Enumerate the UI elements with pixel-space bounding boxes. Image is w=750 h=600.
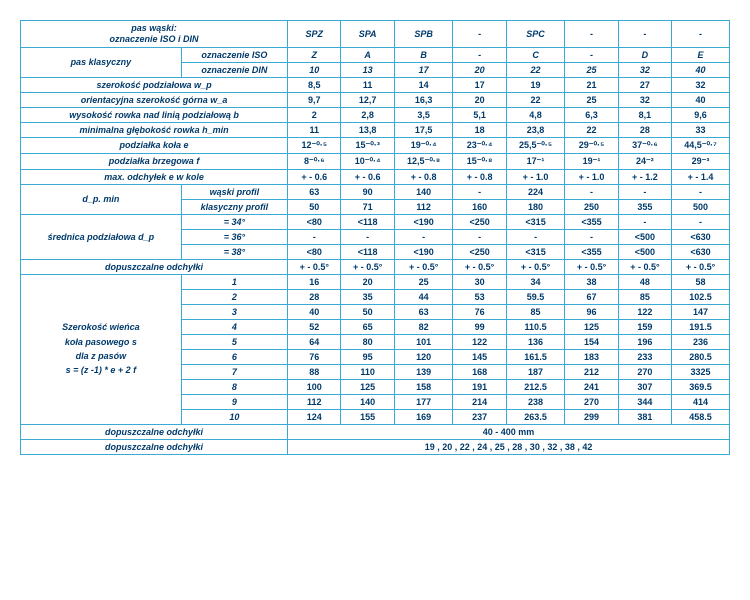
lbl-a38: = 38° xyxy=(181,244,287,259)
hdr-narrow-belt: pas wąski: oznaczenie ISO i DIN xyxy=(21,21,288,48)
hdr-din: oznaczenie DIN xyxy=(181,62,287,77)
row-b: wysokość rowka nad linią podziałową b 22… xyxy=(21,107,730,122)
lbl-b: wysokość rowka nad linią podziałową b xyxy=(21,107,288,122)
c-din-7: 40 xyxy=(672,62,730,77)
col-spa: SPA xyxy=(341,21,394,48)
lbl-f: podziałka brzegowa f xyxy=(21,153,288,169)
lbl-e: podziałka koła e xyxy=(21,137,288,153)
row-rim-1: Szerokość wieńca koła pasowego s dla z p… xyxy=(21,274,730,289)
lbl-hmin: minimalna głębokość rowka h_min xyxy=(21,122,288,137)
c-din-5: 25 xyxy=(565,62,618,77)
lbl-dia: średnica podziałowa d_p xyxy=(21,214,182,259)
row-wa: orientacyjna szerokość górna w_a 9,712,7… xyxy=(21,92,730,107)
lbl-wp: szerokość podziałowa w_p xyxy=(21,77,288,92)
lbl-dpmin: d_p. min xyxy=(21,184,182,214)
c-iso-0: Z xyxy=(288,47,341,62)
lbl-tol3: dopuszczalne odchyłki xyxy=(21,439,288,454)
c-iso-1: A xyxy=(341,47,394,62)
belt-spec-table: pas wąski: oznaczenie ISO i DIN SPZ SPA … xyxy=(20,20,730,455)
row-e: podziałka koła e 12⁻⁰·⁵15⁻⁰·³19⁻⁰·⁴23⁻⁰·… xyxy=(21,137,730,153)
c-iso-3: - xyxy=(453,47,506,62)
row-dia34: średnica podziałowa d_p = 34° <80<118<19… xyxy=(21,214,730,229)
lbl-narrow-prof: wąski profil xyxy=(181,184,287,199)
row-tol1: dopuszczalne odchyłki + - 0.5°+ - 0.5°+ … xyxy=(21,259,730,274)
col-n7: - xyxy=(672,21,730,48)
c-din-3: 20 xyxy=(453,62,506,77)
lbl-a34: = 34° xyxy=(181,214,287,229)
col-spz: SPZ xyxy=(288,21,341,48)
col-spb: SPB xyxy=(394,21,453,48)
hdr-iso: oznaczenie ISO xyxy=(181,47,287,62)
lbl-a36: = 36° xyxy=(181,229,287,244)
c-din-1: 13 xyxy=(341,62,394,77)
lbl-tol2: dopuszczalne odchyłki xyxy=(21,424,288,439)
row-tol2: dopuszczalne odchyłki 40 - 400 mm xyxy=(21,424,730,439)
row-f: podziałka brzegowa f 8⁻⁰·⁶10⁻⁰·⁴12,5⁻⁰·⁸… xyxy=(21,153,730,169)
lbl-classic-prof: klasyczny profil xyxy=(181,199,287,214)
row-wp: szerokość podziałowa w_p 8,5111417192127… xyxy=(21,77,730,92)
c-iso-5: - xyxy=(565,47,618,62)
col-n5: - xyxy=(565,21,618,48)
row-maxe: max. odchyłek e w kole + - 0.6+ - 0.6+ -… xyxy=(21,169,730,184)
col-n3: - xyxy=(453,21,506,48)
row-dp-narrow: d_p. min wąski profil 6390140-224--- xyxy=(21,184,730,199)
val-tol2: 40 - 400 mm xyxy=(288,424,730,439)
col-n6: - xyxy=(618,21,671,48)
lbl-maxe: max. odchyłek e w kole xyxy=(21,169,288,184)
c-din-6: 32 xyxy=(618,62,671,77)
row-tol3: dopuszczalne odchyłki 19 , 20 , 22 , 24 … xyxy=(21,439,730,454)
c-iso-6: D xyxy=(618,47,671,62)
lbl-rim: Szerokość wieńca koła pasowego s dla z p… xyxy=(21,274,182,424)
c-iso-4: C xyxy=(506,47,565,62)
hdr-classic-belt: pas klasyczny xyxy=(21,47,182,77)
c-din-0: 10 xyxy=(288,62,341,77)
val-tol3: 19 , 20 , 22 , 24 , 25 , 28 , 30 , 32 , … xyxy=(288,439,730,454)
c-iso-7: E xyxy=(672,47,730,62)
c-din-2: 17 xyxy=(394,62,453,77)
c-iso-2: B xyxy=(394,47,453,62)
col-spc: SPC xyxy=(506,21,565,48)
row-hmin: minimalna głębokość rowka h_min 1113,817… xyxy=(21,122,730,137)
lbl-wa: orientacyjna szerokość górna w_a xyxy=(21,92,288,107)
c-din-4: 22 xyxy=(506,62,565,77)
lbl-tol1: dopuszczalne odchyłki xyxy=(21,259,288,274)
